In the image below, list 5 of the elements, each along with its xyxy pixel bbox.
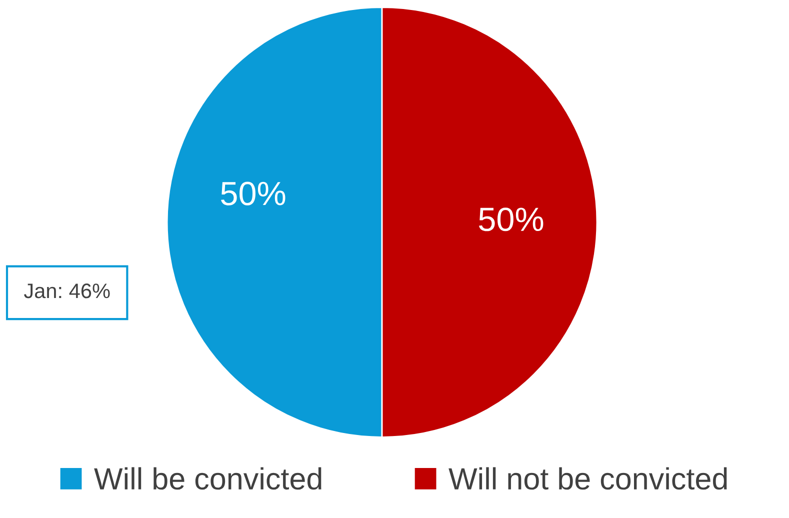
legend-label: Will not be convicted (448, 467, 727, 490)
data-label: 50% (221, 182, 286, 206)
legend-label: Will be convicted (94, 467, 322, 490)
text: Jan: 46% (24, 284, 110, 298)
data-label: 50% (478, 208, 544, 232)
